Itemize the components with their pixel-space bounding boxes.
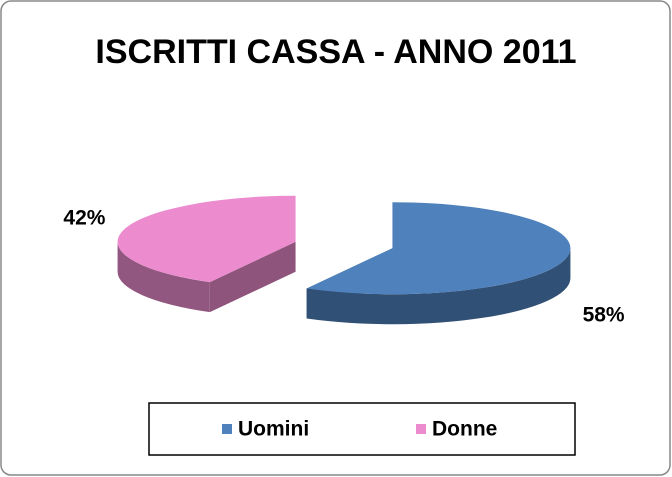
pie-slice: [117, 195, 296, 283]
pie-slice-wall: [306, 248, 571, 325]
legend-label: Donne: [432, 418, 497, 441]
legend-box: [148, 402, 576, 456]
pie-slice-wall: [117, 241, 210, 313]
data-label: 42%: [63, 207, 105, 230]
pie-slice: [306, 202, 571, 295]
legend-label: Uomini: [238, 418, 309, 441]
pie-slice-side: [209, 241, 296, 313]
legend-swatch: [416, 424, 426, 434]
legend-swatch: [222, 424, 232, 434]
chart-title: ISCRITTI CASSA - ANNO 2011: [95, 33, 577, 71]
data-label: 58%: [583, 303, 625, 326]
